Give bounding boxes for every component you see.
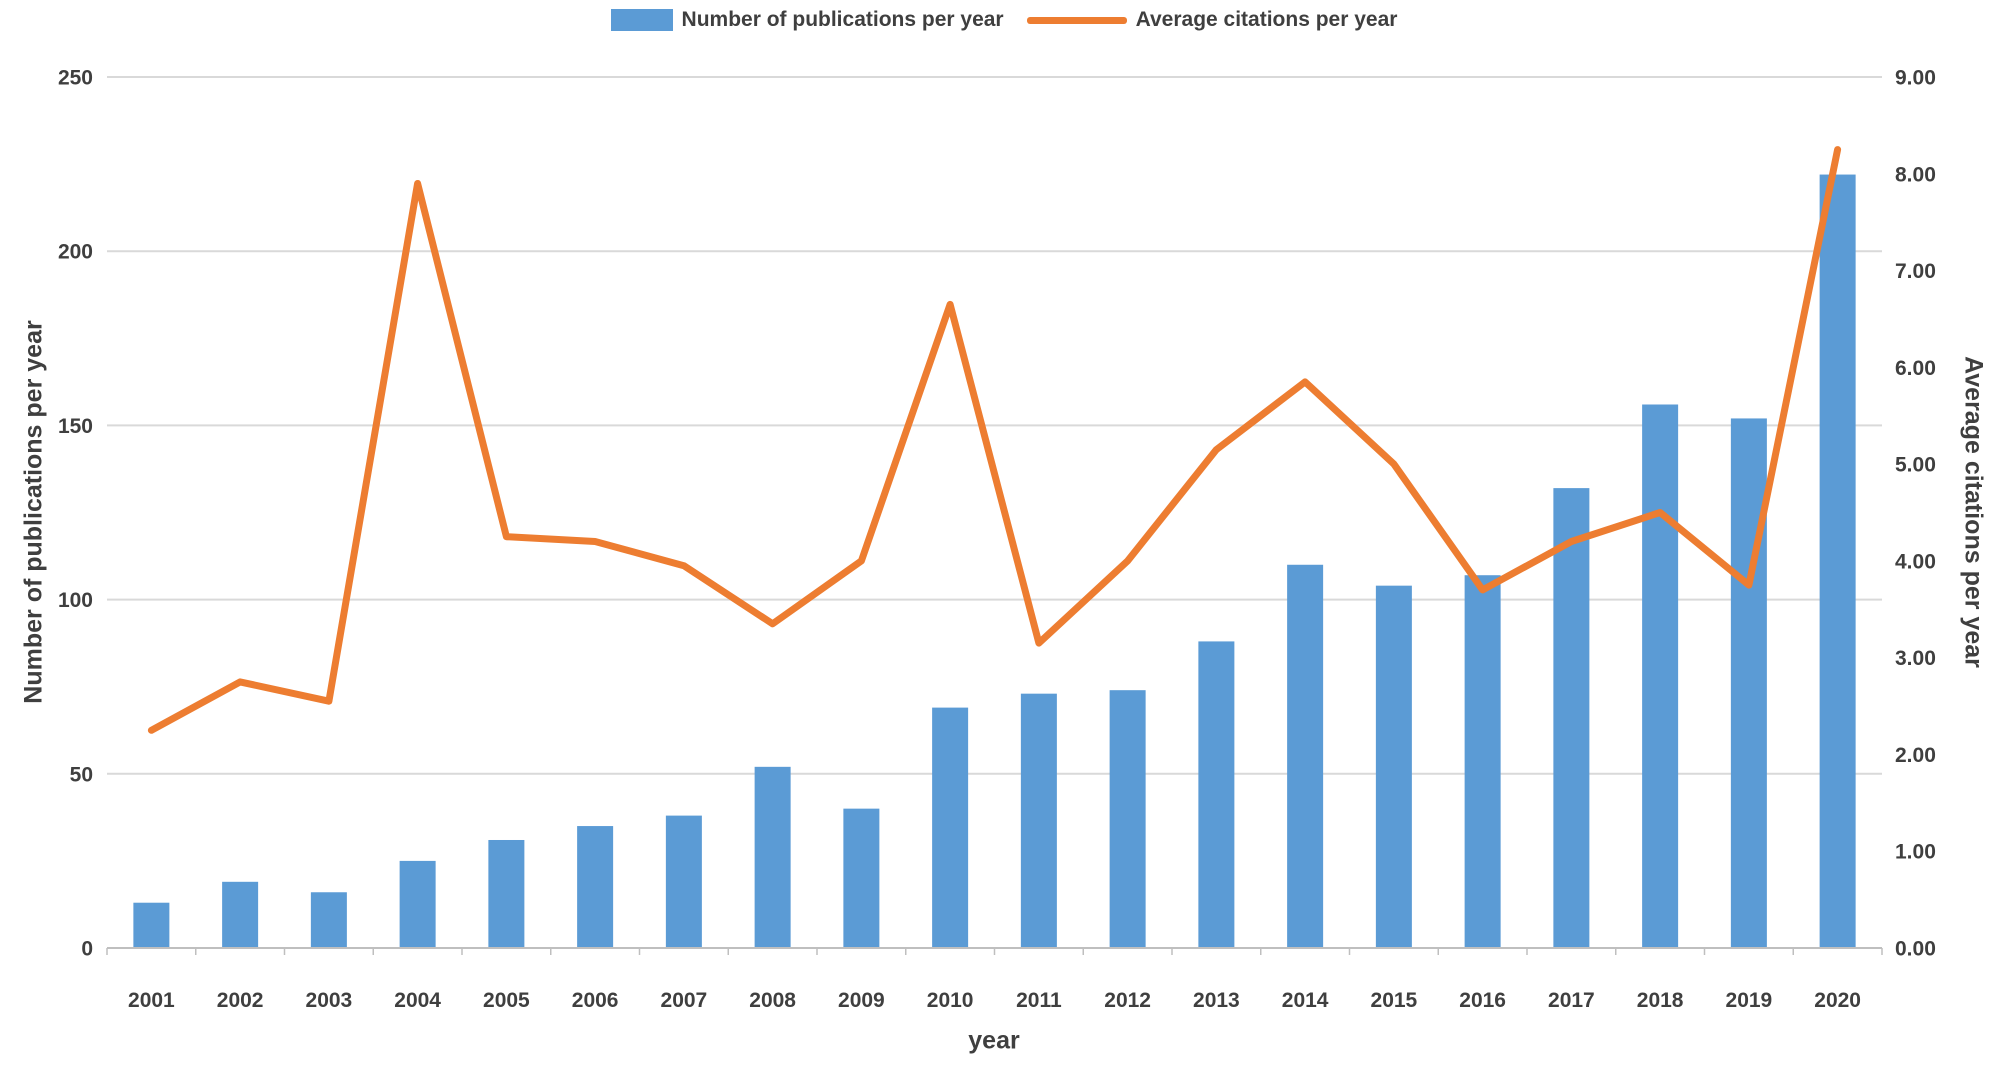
bar-2008 <box>754 766 791 948</box>
year-label-2010: 2010 <box>927 989 974 1012</box>
bar-series <box>133 174 1856 949</box>
bar-2009 <box>843 808 880 948</box>
right-tick-3.00: 3.00 <box>1895 647 1936 670</box>
year-label-2017: 2017 <box>1548 989 1595 1012</box>
right-tick-0.00: 0.00 <box>1895 938 1936 961</box>
year-label-2011: 2011 <box>1016 989 1062 1012</box>
x-axis-title: year <box>968 1026 1020 1055</box>
left-tick-50: 50 <box>70 763 93 786</box>
year-label-2003: 2003 <box>306 989 353 1012</box>
bar-2016 <box>1464 575 1501 948</box>
year-label-2019: 2019 <box>1726 989 1773 1012</box>
right-tick-8.00: 8.00 <box>1895 163 1936 186</box>
year-label-2020: 2020 <box>1814 989 1861 1012</box>
legend-bar-swatch-icon <box>610 9 673 31</box>
legend-line-swatch-icon <box>1026 16 1127 24</box>
year-label-2004: 2004 <box>394 989 441 1012</box>
bar-2002 <box>222 881 259 948</box>
bar-2017 <box>1553 488 1590 948</box>
year-label-2005: 2005 <box>483 989 530 1012</box>
year-label-2018: 2018 <box>1637 989 1684 1012</box>
right-axis-title: Average citations per year <box>1959 356 1988 668</box>
left-tick-100: 100 <box>58 589 93 612</box>
citations-line <box>147 146 1842 734</box>
bar-2004 <box>399 860 436 948</box>
bar-2018 <box>1642 404 1679 949</box>
bar-2005 <box>488 839 525 948</box>
right-tick-2.00: 2.00 <box>1895 744 1936 767</box>
year-label-2014: 2014 <box>1282 989 1329 1012</box>
right-tick-4.00: 4.00 <box>1895 550 1936 573</box>
left-axis-title: Number of publications per year <box>19 320 48 704</box>
bar-2011 <box>1020 693 1057 948</box>
year-label-2002: 2002 <box>217 989 264 1012</box>
year-label-2013: 2013 <box>1193 989 1240 1012</box>
tick-labels: 0 50 100 150 200 250 0.00 1.00 2.00 3.00 4.00 5.00 6… <box>58 67 1936 1013</box>
bar-2007 <box>665 815 702 948</box>
year-label-2016: 2016 <box>1459 989 1506 1012</box>
bar-2015 <box>1375 585 1412 948</box>
bar-2006 <box>577 826 614 948</box>
year-label-2009: 2009 <box>838 989 885 1012</box>
left-tick-250: 250 <box>58 67 93 90</box>
axes <box>106 947 1883 955</box>
right-tick-9.00: 9.00 <box>1895 67 1936 90</box>
legend-bar-label: Number of publications per year <box>681 8 1004 31</box>
left-tick-0: 0 <box>81 938 93 961</box>
bar-2019 <box>1730 418 1767 948</box>
legend-line-label: Average citations per year <box>1135 8 1398 31</box>
right-tick-5.00: 5.00 <box>1895 454 1936 477</box>
bar-2014 <box>1287 564 1324 948</box>
year-label-2006: 2006 <box>572 989 619 1012</box>
right-tick-6.00: 6.00 <box>1895 357 1936 380</box>
year-label-2007: 2007 <box>661 989 708 1012</box>
legend: Number of publications per year Average … <box>0 8 2008 32</box>
line-series <box>147 146 1842 734</box>
bar-2003 <box>310 892 347 948</box>
bar-2013 <box>1198 641 1235 948</box>
bar-2020 <box>1819 174 1856 948</box>
left-tick-200: 200 <box>58 241 93 264</box>
left-tick-150: 150 <box>58 415 93 438</box>
bar-2012 <box>1109 690 1146 948</box>
year-label-2008: 2008 <box>749 989 796 1012</box>
year-label-2012: 2012 <box>1104 989 1151 1012</box>
bar-2010 <box>932 707 969 948</box>
bar-2001 <box>133 902 170 948</box>
year-label-2015: 2015 <box>1371 989 1418 1012</box>
right-tick-1.00: 1.00 <box>1895 841 1936 864</box>
year-label-2001: 2001 <box>128 989 175 1012</box>
right-tick-7.00: 7.00 <box>1895 260 1936 283</box>
